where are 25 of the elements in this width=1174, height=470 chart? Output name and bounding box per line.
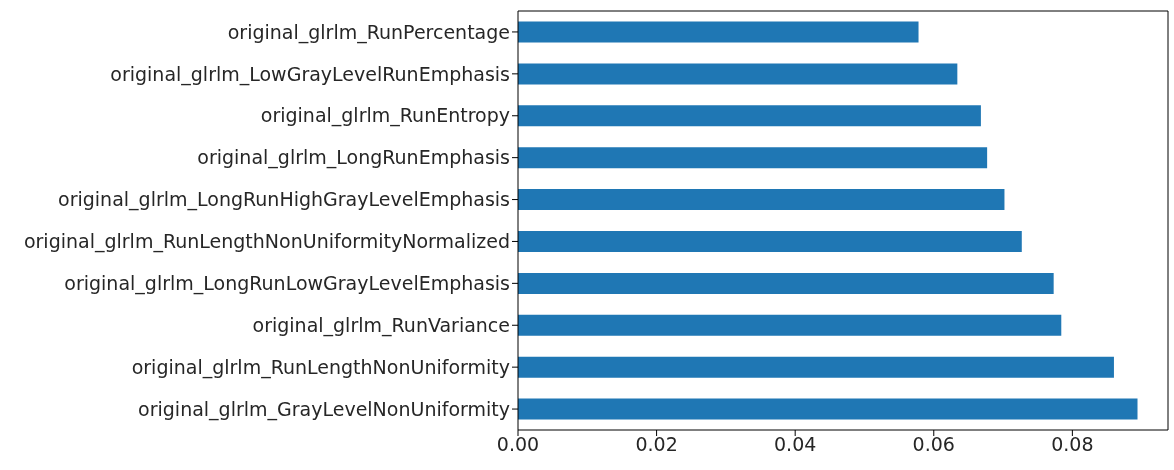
x-tick-label: 0.04 — [774, 433, 817, 456]
y-tick-label: original_glrlm_LongRunLowGrayLevelEmphasis — [64, 272, 510, 296]
x-tick-label: 0.08 — [1051, 433, 1094, 456]
bar — [518, 272, 1054, 294]
y-tick-label: original_glrlm_RunLengthNonUniformityNormalized — [23, 230, 510, 254]
y-tick-label: original_glrlm_LongRunEmphasis — [197, 146, 510, 170]
bar — [518, 189, 1005, 211]
x-tick-label: 0.06 — [912, 433, 955, 456]
y-tick-label: original_glrlm_RunPercentage — [227, 20, 510, 44]
y-tick-label: original_glrlm_RunLengthNonUniformity — [131, 355, 510, 379]
bar — [518, 63, 958, 85]
y-tick-label: original_glrlm_RunVariance — [252, 313, 510, 337]
bar — [518, 147, 988, 169]
bar — [518, 230, 1022, 252]
y-tick-label: original_glrlm_LowGrayLevelRunEmphasis — [110, 62, 510, 86]
bar — [518, 314, 1062, 336]
y-tick-label: original_glrlm_GrayLevelNonUniformity — [138, 397, 510, 421]
bar — [518, 21, 919, 43]
y-tick-label: original_glrlm_RunEntropy — [260, 104, 510, 128]
bar — [518, 356, 1114, 378]
x-tick-label: 0.00 — [496, 433, 540, 456]
bar — [518, 105, 981, 127]
x-tick-label: 0.02 — [635, 433, 678, 456]
y-tick-label: original_glrlm_LongRunHighGrayLevelEmphasis — [58, 188, 510, 212]
bar — [518, 398, 1138, 420]
